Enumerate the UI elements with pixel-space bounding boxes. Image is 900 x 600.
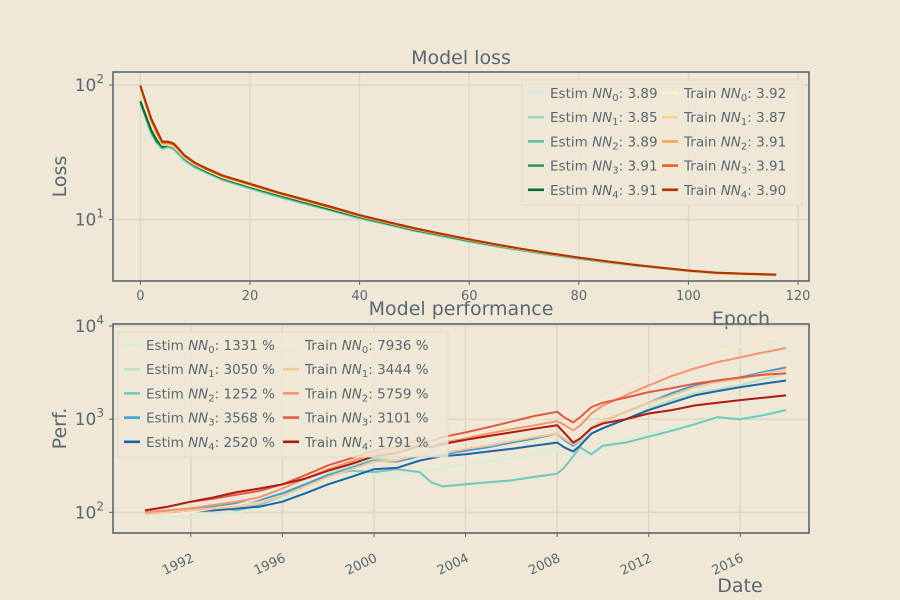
x-tick-label: 2008: [527, 551, 563, 579]
plot-frame: [112, 323, 810, 534]
series-lines: [144, 334, 787, 519]
series-line-estim-2: [145, 409, 787, 514]
x-tick-label: 1992: [160, 551, 196, 579]
series-lines: [139, 85, 777, 277]
x-tick-label: 40: [351, 289, 368, 304]
y-tick-label: 101: [75, 207, 104, 231]
x-axis-label: Date: [717, 575, 762, 597]
y-axis-label: Loss: [49, 156, 71, 198]
y-axis-label: Perf.: [49, 408, 71, 450]
y-tick-label: 103: [75, 406, 104, 430]
legend-label: Train NN1: 3444 %: [304, 362, 429, 380]
x-tick-label: 0: [136, 289, 144, 304]
x-tick-label: 2000: [343, 551, 379, 579]
plot-frame: [112, 71, 810, 282]
series-line-estim-3: [145, 366, 787, 514]
x-tick-label: 1996: [252, 551, 288, 579]
series-line-train-4: [144, 394, 787, 512]
legend-label: Estim NN1: 3050 %: [146, 362, 275, 380]
legend-label: Estim NN3: 3568 %: [146, 411, 275, 429]
y-tick-label: 102: [75, 72, 104, 96]
x-tick-label: 2012: [618, 551, 654, 579]
chart-title: Model loss: [411, 47, 511, 69]
series-line-train-2: [145, 347, 787, 514]
legend-label: Train NN1: 3.87: [683, 110, 786, 128]
legend-label: Estim NN0: 1331 %: [146, 338, 275, 356]
legend: Estim NN0: 3.89 Estim NN1: 3.85 Estim NN2:…: [521, 79, 803, 206]
x-tick-label: 80: [571, 289, 588, 304]
legend-label: Train NN2: 3.91: [683, 134, 786, 152]
series-line-train-1: [145, 368, 787, 516]
legend-label: Estim NN1: 3.85: [550, 110, 658, 128]
chart-title: Model performance: [369, 298, 554, 320]
x-tick-label: 60: [461, 289, 478, 304]
legend-label: Train NN0: 3.92: [683, 86, 786, 104]
series-line-train-3: [144, 372, 787, 512]
performance-chart: 1992 1996 2000 2004 2008 2012 2016104103102Mod…: [49, 298, 810, 597]
legend-label: Train NN3: 3.91: [683, 159, 786, 177]
legend-label: Train NN4: 3.90: [683, 183, 786, 201]
legend-label: Train NN0: 7936 %: [304, 338, 429, 356]
legend-label: Train NN4: 1791 %: [304, 435, 429, 453]
legend: Estim NN0: 1331 % Estim NN1: 3050 % Estim …: [117, 331, 449, 458]
legend-label: Estim NN4: 2520 %: [146, 435, 275, 453]
y-tick-label: 104: [75, 313, 104, 337]
y-tick-label: 102: [75, 499, 104, 523]
legend-label: Estim NN2: 1252 %: [146, 386, 275, 404]
legend-label: Train NN2: 5759 %: [304, 386, 429, 404]
legend-label: Train NN3: 3101 %: [304, 411, 429, 429]
legend-label: Estim NN4: 3.91: [550, 183, 658, 201]
legend-label: Estim NN2: 3.89: [550, 134, 658, 152]
series-line-estim-4: [145, 379, 787, 514]
legend-label: Estim NN3: 3.91: [550, 159, 658, 177]
x-tick-label: 2004: [435, 551, 471, 579]
x-tick-label: 20: [242, 289, 259, 304]
series-line-train-4: [139, 85, 777, 276]
x-tick-label: 100: [676, 289, 701, 304]
legend-label: Estim NN0: 3.89: [550, 86, 658, 104]
x-tick-label: 120: [786, 289, 811, 304]
